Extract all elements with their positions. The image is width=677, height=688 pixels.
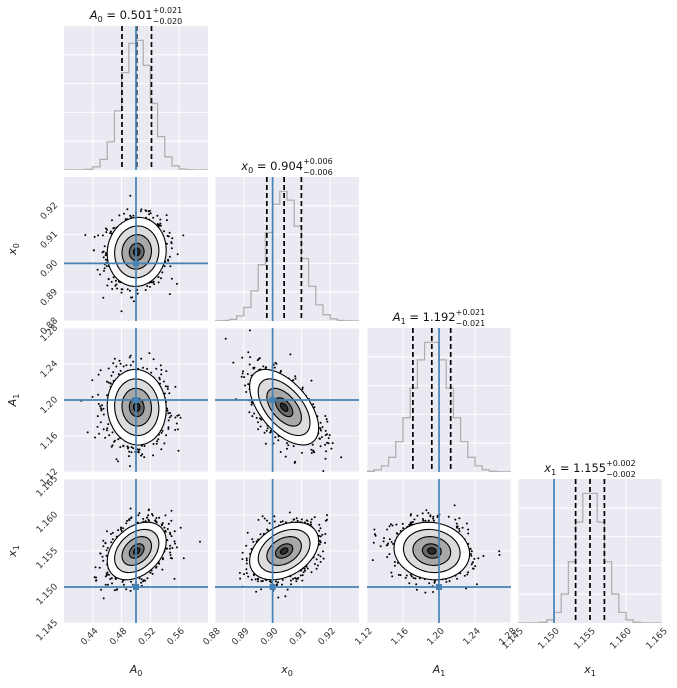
panel-x1-vs-A0 [64, 479, 208, 623]
x-tick-label: 1.24 [462, 626, 483, 647]
truth-marker [269, 397, 276, 403]
y-tick-label: 1.24 [39, 359, 60, 380]
y-tick-label: 1.150 [35, 582, 60, 607]
x-tick-label: 0.92 [317, 626, 338, 647]
y-tick-label: 0.92 [39, 201, 60, 222]
x-tick-label: 0.91 [288, 626, 309, 647]
y-tick-label: 1.20 [39, 395, 60, 416]
y-tick-label: 0.89 [39, 287, 60, 308]
panel-background [215, 177, 359, 321]
truth-marker [133, 260, 139, 267]
x-tick-label: 0.90 [259, 626, 280, 647]
y-tick-label: 1.16 [39, 431, 60, 452]
title-subscript: 0 [248, 166, 253, 175]
title-subscript: 1 [551, 468, 556, 477]
x-tick-label: 0.48 [108, 626, 129, 647]
panel-A1-vs-x0 [215, 328, 359, 472]
x-axis-label-x0: x0 [280, 663, 293, 678]
title-A1: A1 = 1.192+0.021 −0.021 [392, 308, 485, 328]
panel-x0-vs-A0 [64, 177, 208, 321]
title-symbol: A [89, 8, 98, 22]
x-tick-label: 1.150 [536, 626, 561, 651]
hist-panel-x0 [215, 177, 359, 321]
title-symbol: A [392, 310, 401, 324]
x-axis-label-A1: A1 [432, 663, 446, 678]
truth-marker [133, 584, 139, 590]
title-value: = 1.192 [406, 310, 456, 324]
x-axis-label-x1: x1 [583, 663, 596, 678]
x-tick-label: 0.56 [166, 626, 187, 647]
histogram-step [518, 492, 662, 623]
title-subscript: 1 [401, 317, 406, 326]
title-plus: +0.021 [456, 308, 486, 317]
title-A0: A0 = 0.501+0.021 −0.020 [89, 6, 182, 26]
title-symbol: x [240, 159, 248, 173]
x-tick-label: 1.12 [354, 626, 375, 647]
title-subscript: 0 [98, 15, 103, 24]
x-tick-label: 0.88 [202, 626, 223, 647]
x-tick-label: 1.16 [390, 626, 411, 647]
x-tick-label: 0.89 [230, 626, 251, 647]
title-value: = 1.155 [556, 461, 606, 475]
y-axis-label-A1: A1 [6, 394, 21, 408]
title-symbol: x [543, 461, 551, 475]
panel-A1-vs-A0 [64, 328, 208, 472]
density-contour [279, 402, 289, 412]
y-axis-label-x0: x0 [6, 243, 21, 256]
title-plus: +0.006 [303, 157, 333, 166]
x-tick-label: 1.160 [608, 626, 633, 651]
x-tick-label: 0.52 [137, 626, 158, 647]
title-value: = 0.904 [253, 159, 303, 173]
x-tick-label: 1.165 [644, 626, 669, 651]
title-minus: −0.021 [456, 319, 486, 328]
x-tick-label: 1.155 [572, 626, 597, 651]
title-minus: −0.002 [606, 470, 636, 479]
y-tick-label: 0.90 [39, 258, 60, 279]
title-minus: −0.020 [153, 17, 183, 26]
histogram-step [215, 190, 359, 321]
y-tick-label: 0.91 [39, 230, 60, 251]
density-contour [427, 547, 437, 555]
panel-x1-vs-A1 [367, 479, 511, 623]
y-tick-label: 1.155 [35, 546, 60, 571]
truth-marker [133, 397, 139, 403]
x-axis-label-A0: A0 [129, 663, 143, 678]
x-tick-label: 1.20 [426, 626, 447, 647]
title-plus: +0.002 [606, 459, 636, 468]
truth-marker [436, 584, 442, 590]
hist-panel-x1 [518, 479, 662, 623]
panel-x1-vs-x0 [215, 479, 359, 623]
title-x1: x1 = 1.155+0.002 −0.002 [543, 459, 635, 479]
y-tick-label: 1.160 [35, 510, 60, 535]
truth-marker [269, 584, 276, 590]
title-value: = 0.501 [103, 8, 153, 22]
title-plus: +0.021 [153, 6, 183, 15]
y-tick-label: 1.145 [35, 618, 60, 643]
y-axis-label-x1: x1 [6, 545, 21, 558]
density-contour [279, 547, 289, 555]
title-x0: x0 = 0.904+0.006 −0.006 [240, 157, 332, 177]
hist-panel-A1 [367, 328, 511, 472]
x-tick-label: 0.44 [79, 626, 100, 647]
hist-panel-A0 [64, 26, 208, 170]
title-minus: −0.006 [303, 168, 333, 177]
